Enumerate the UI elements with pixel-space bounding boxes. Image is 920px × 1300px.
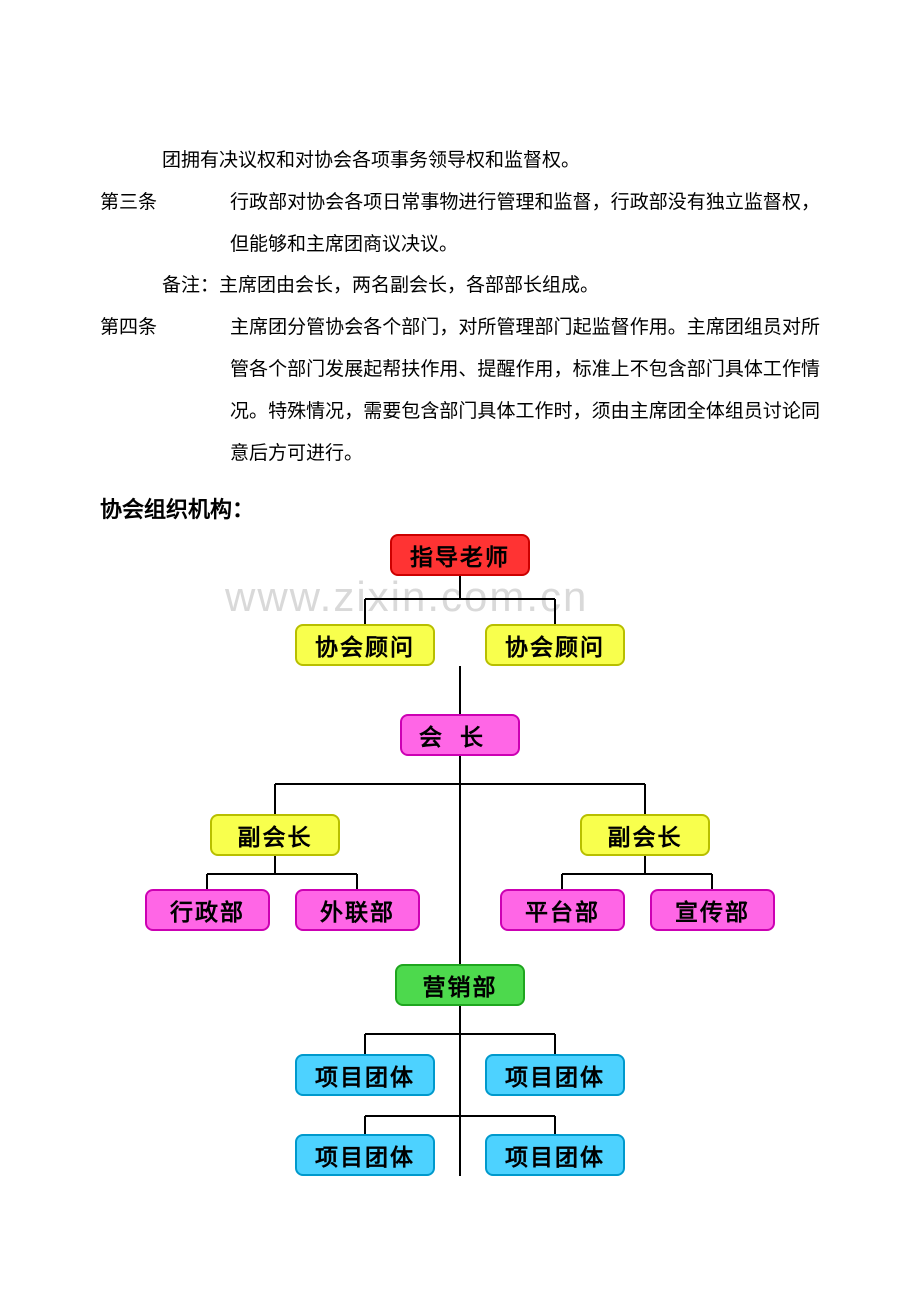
org-node-team2: 项目团体: [485, 1054, 625, 1096]
note-line: 备注：主席团由会长，两名副会长，各部部长组成。: [162, 265, 820, 307]
article-3-body: 行政部对协会各项日常事物进行管理和监督，行政部没有独立监督权，但能够和主席团商议…: [230, 182, 820, 266]
org-node-dept1: 行政部: [145, 889, 270, 931]
org-node-dept2: 外联部: [295, 889, 420, 931]
org-chart: 指导老师协会顾问协会顾问会长副会长副会长行政部外联部平台部宣传部营销部项目团体项…: [100, 534, 820, 1194]
org-node-president: 会长: [400, 714, 520, 756]
document-page: 团拥有决议权和对协会各项事务领导权和监督权。 第三条 行政部对协会各项日常事物进…: [0, 0, 920, 1254]
article-4-body: 主席团分管协会各个部门，对所管理部门起监督作用。主席团组员对所管各个部门发展起帮…: [230, 307, 820, 474]
org-node-vp1: 副会长: [210, 814, 340, 856]
section-title: 协会组织机构：: [100, 492, 820, 524]
org-node-team1: 项目团体: [295, 1054, 435, 1096]
para-continuation: 团拥有决议权和对协会各项事务领导权和监督权。: [162, 140, 820, 182]
article-4-label: 第四条: [100, 307, 230, 349]
org-node-dept4: 宣传部: [650, 889, 775, 931]
org-node-dept3: 平台部: [500, 889, 625, 931]
org-chart-connectors: [100, 534, 820, 1194]
article-3-label: 第三条: [100, 182, 230, 224]
org-node-advisor1: 协会顾问: [295, 624, 435, 666]
org-node-vp2: 副会长: [580, 814, 710, 856]
org-node-team3: 项目团体: [295, 1134, 435, 1176]
article-3: 第三条 行政部对协会各项日常事物进行管理和监督，行政部没有独立监督权，但能够和主…: [100, 182, 820, 266]
article-4: 第四条 主席团分管协会各个部门，对所管理部门起监督作用。主席团组员对所管各个部门…: [100, 307, 820, 474]
org-node-advisor2: 协会顾问: [485, 624, 625, 666]
org-node-team4: 项目团体: [485, 1134, 625, 1176]
org-node-teacher: 指导老师: [390, 534, 530, 576]
org-node-marketing: 营销部: [395, 964, 525, 1006]
